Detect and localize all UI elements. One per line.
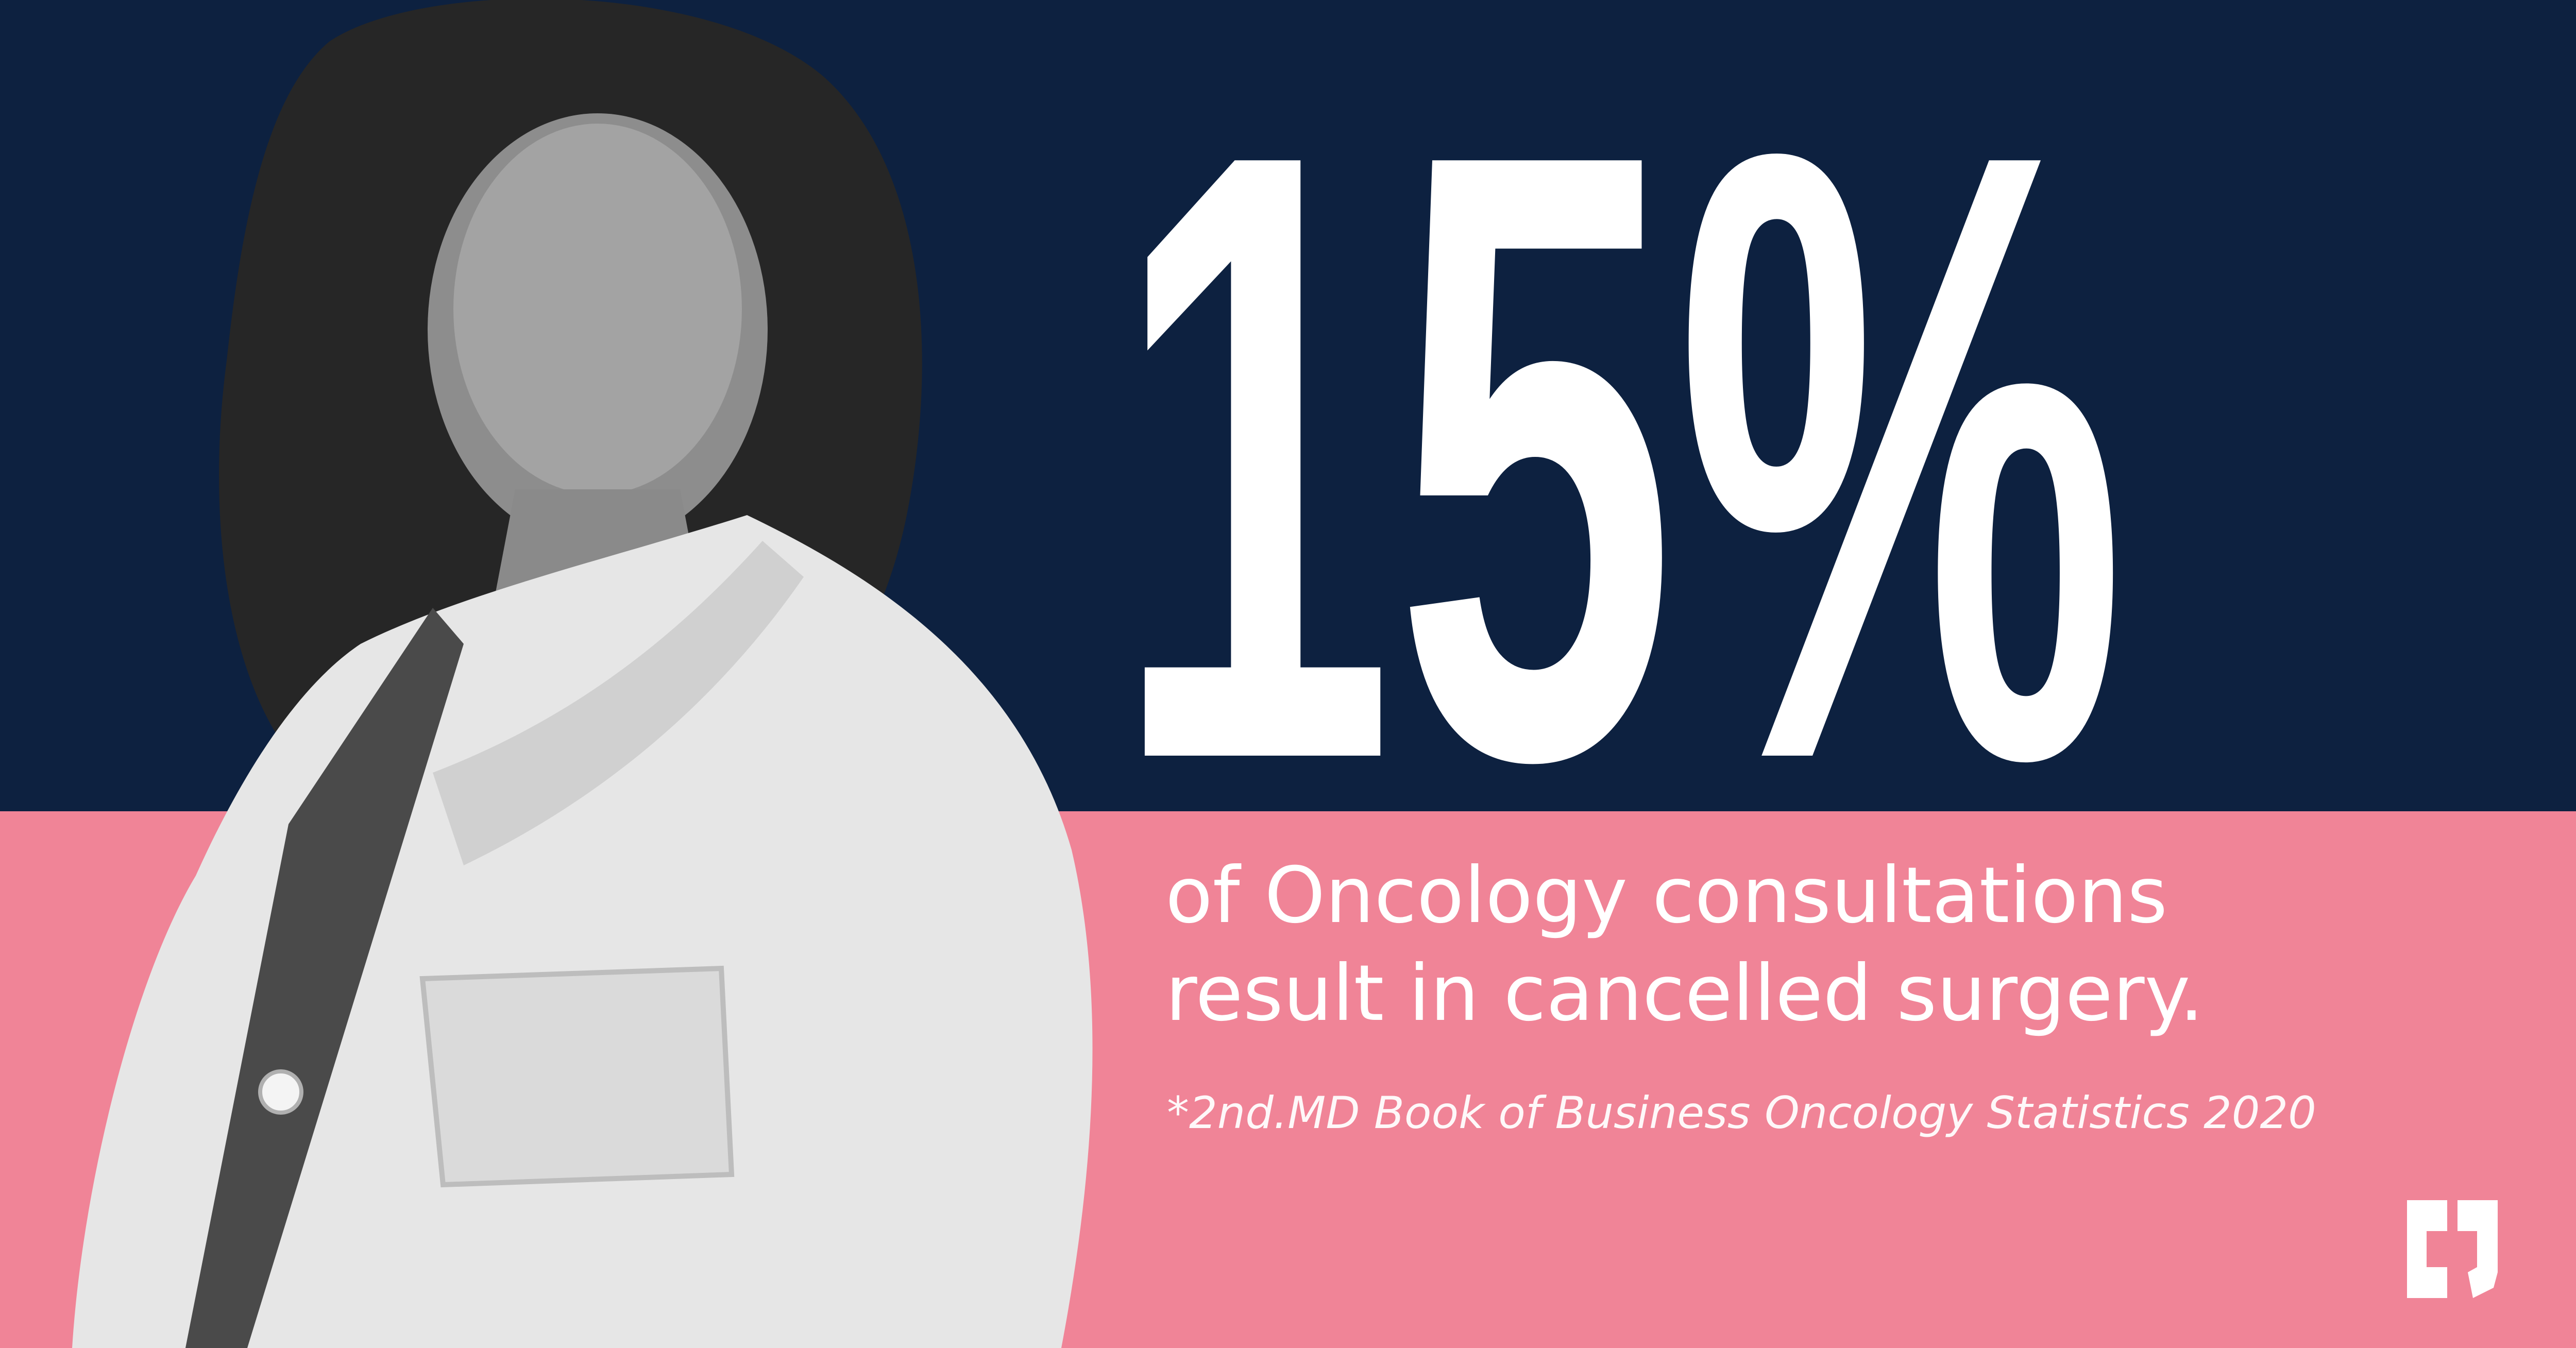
portrait: [72, 0, 1093, 1348]
caption-line: result in cancelled surgery.: [1165, 949, 2204, 1038]
headline-stat: 15%: [1113, 0, 2126, 939]
logo: [2407, 1200, 2498, 1298]
caption-line: of Oncology consultations: [1165, 851, 2167, 941]
source-note: *2nd.MD Book of Business Oncology Statis…: [1167, 1087, 2316, 1139]
